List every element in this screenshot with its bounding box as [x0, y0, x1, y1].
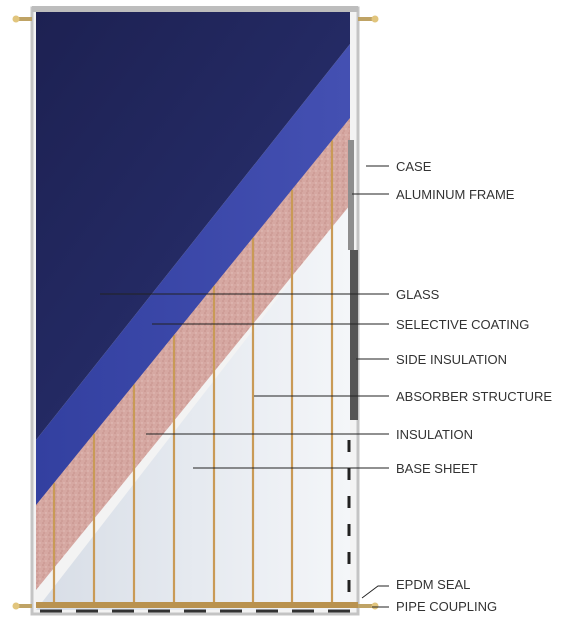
base-sheet-layer — [36, 205, 350, 610]
leader-epdm-seal — [361, 585, 389, 599]
case-top-rail — [32, 6, 358, 12]
label-glass: GLASS — [396, 287, 440, 302]
label-pipe-coupling: PIPE COUPLING — [396, 599, 497, 614]
bottom-header-pipe — [36, 602, 358, 608]
label-epdm-seal: EPDM SEAL — [396, 577, 470, 592]
label-absorber-structure: ABSORBER STRUCTURE — [396, 389, 552, 404]
side-insulation-strip — [350, 250, 358, 420]
label-base-sheet: BASE SHEET — [396, 461, 478, 476]
pipe-coupling-bottom-right — [358, 602, 379, 610]
label-aluminum-frame: ALUMINUM FRAME — [396, 187, 515, 202]
label-case: CASE — [396, 159, 432, 174]
aluminum-frame-strip — [348, 140, 354, 250]
pipe-coupling-top-left — [12, 15, 32, 23]
label-side-insulation: SIDE INSULATION — [396, 352, 507, 367]
insulation-layer — [36, 118, 350, 590]
pipe-coupling-bottom-left — [12, 602, 32, 610]
label-insulation: INSULATION — [396, 427, 473, 442]
label-selective-coating: SELECTIVE COATING — [396, 317, 529, 332]
selective-coating-band — [36, 44, 350, 505]
pipe-coupling-top-right — [358, 15, 379, 23]
glass-layer — [36, 12, 350, 440]
